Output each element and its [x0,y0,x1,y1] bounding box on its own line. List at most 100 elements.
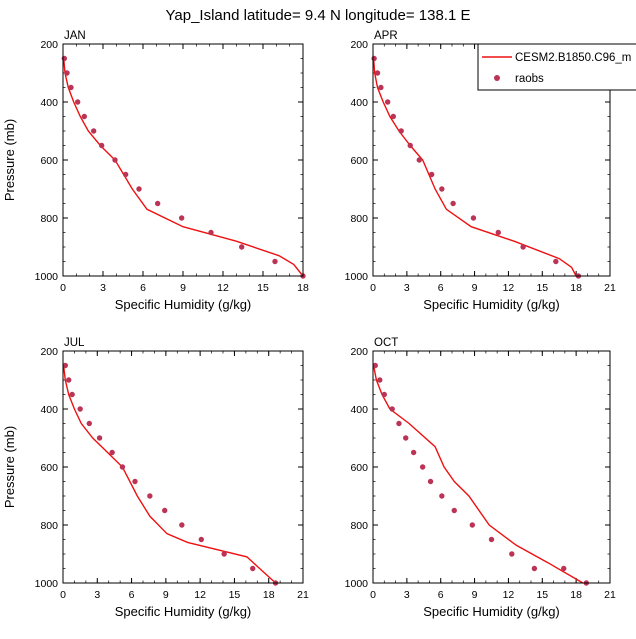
obs-point [428,171,435,178]
obs-point [179,522,185,528]
obs-point [372,362,378,369]
obs-point [553,258,559,265]
obs-point [381,391,387,398]
plot-frame [372,350,611,584]
obs-point [136,186,142,192]
panel-label: JUL [64,337,85,349]
obs-point [450,200,456,207]
panel-jul: 0 3 6 9 12 15 18 21 200 400 600 800 1000 JUL Specific … [2,337,309,619]
x-tick-label: 9 [163,589,169,601]
y-axis-label: Pressure (mb) [2,119,17,201]
obs-point [198,536,204,543]
obs-point [488,536,495,543]
x-tick-label: 15 [536,589,548,601]
x-axis-label: Specific Humidity (g/kg) [115,297,252,312]
obs-point [74,99,81,105]
plot-frame [62,350,304,584]
y-tick-label: 1000 [35,578,59,590]
legend-obs-label: raobs [515,73,544,85]
x-tick-label: 21 [604,282,616,294]
y-tick-label: 800 [350,213,368,225]
x-tick-label: 12 [503,589,515,601]
obs-point [90,128,97,134]
obs-point [403,435,409,441]
y-tick-label: 800 [40,213,58,225]
obs-point [469,522,476,528]
obs-point [109,449,115,456]
x-tick-label: 0 [60,589,66,601]
x-tick-label: 3 [404,282,410,294]
obs-point [390,113,397,120]
x-tick-label: 3 [100,282,106,294]
obs-point [66,377,72,383]
obs-point [495,229,501,236]
obs-point [371,55,377,62]
obs-point [62,362,68,369]
obs-point [119,464,126,470]
obs-point [61,55,68,62]
obs-point [427,478,434,485]
obs-point [77,406,83,412]
x-tick-label: 12 [503,282,515,294]
y-tick-label: 800 [40,520,58,532]
obs-point [470,215,477,221]
x-tick-label: 12 [194,589,206,601]
y-axis-label: Pressure (mb) [2,426,17,508]
obs-point [178,215,185,221]
obs-point [122,171,129,178]
x-tick-label: 3 [94,589,100,601]
y-tick-label: 200 [40,39,58,51]
x-tick-label: 15 [536,282,548,294]
obs-point [272,258,278,265]
obs-point [389,406,395,412]
obs-point [451,507,457,514]
panel-jan: 0 3 6 9 12 15 18 200 400 600 800 1000 JAN Specific Hu… [2,30,309,312]
x-tick-label: 0 [370,282,376,294]
x-tick-label: 21 [604,589,616,601]
obs-point [112,157,118,163]
y-tick-label: 1000 [345,271,369,283]
x-tick-label: 21 [297,589,309,601]
obs-point [250,565,256,572]
obs-point [68,84,74,91]
x-tick-label: 9 [472,589,478,601]
y-tick-label: 400 [40,404,58,416]
obs-point [69,391,75,398]
model-line [63,58,304,277]
y-tick-label: 800 [350,520,368,532]
panel-label: OCT [374,337,398,349]
obs-point [520,244,526,250]
panel-oct: 0 3 6 9 12 15 18 21 200 400 600 800 1000 OCT Specific … [345,337,616,619]
obs-point [377,377,383,383]
y-tick-label: 600 [350,462,368,474]
x-tick-label: 18 [570,589,582,601]
obs-point [162,507,168,514]
legend-model-label: CESM2.B1850.C96_m [515,52,631,64]
x-tick-label: 0 [60,282,66,294]
obs-point [407,142,413,149]
model-line [372,58,577,277]
model-line [372,365,584,584]
obs-point [64,70,70,76]
x-axis-label: Specific Humidity (g/kg) [423,604,560,619]
y-tick-label: 200 [350,39,368,51]
obs-point [154,200,161,207]
y-tick-label: 400 [350,404,368,416]
obs-point [147,493,153,499]
obs-point [419,464,426,470]
x-tick-label: 6 [438,589,444,601]
y-tick-label: 1000 [345,578,369,590]
obs-point [98,142,105,149]
obs-point [509,551,515,557]
obs-point [374,70,381,76]
x-tick-label: 6 [140,282,146,294]
obs-point [96,435,103,441]
obs-point [416,157,422,163]
y-tick-label: 600 [350,155,368,167]
x-tick-label: 6 [129,589,135,601]
figure-title: Yap_Island latitude= 9.4 N longitude= 13… [166,7,471,24]
x-axis-label: Specific Humidity (g/kg) [423,297,560,312]
x-axis-label: Specific Humidity (g/kg) [115,604,252,619]
